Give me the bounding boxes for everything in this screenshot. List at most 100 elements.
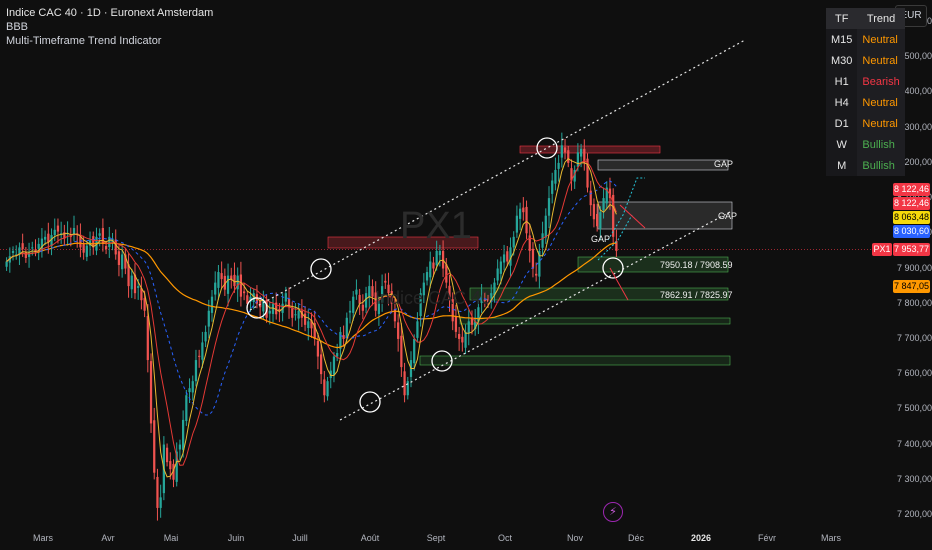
candle <box>79 236 82 248</box>
candle <box>294 314 297 316</box>
candle <box>50 235 53 247</box>
candle <box>422 282 425 296</box>
candle <box>345 317 348 338</box>
candle <box>320 354 323 375</box>
indicator-mtf-trend[interactable]: Multi-Timeframe Trend Indicator <box>6 35 162 47</box>
gap-label-3: GAP <box>591 234 611 244</box>
trend-table: TF Trend M15 Neutral M30 Neutral H1 Bearish H4… <box>826 8 905 176</box>
candle <box>531 248 535 269</box>
y-tick-label: 7 500,00 <box>897 403 932 414</box>
candle <box>329 370 332 379</box>
candle <box>368 286 371 298</box>
candlestick-series <box>5 132 618 521</box>
x-tick-label: Juin <box>227 533 245 543</box>
level-label-2: 7862.91 / 7825.97 <box>660 290 733 300</box>
projection-up-arrow-2 <box>597 214 633 261</box>
candle <box>194 360 198 382</box>
candle <box>432 262 435 269</box>
candle <box>188 388 191 393</box>
candle <box>454 316 458 332</box>
gap-zone-2 <box>597 201 733 230</box>
candle <box>615 241 618 251</box>
candle <box>387 284 390 294</box>
candle <box>63 232 66 239</box>
px1-label: PX1 <box>872 242 892 256</box>
candle <box>191 381 194 393</box>
candle <box>275 302 278 315</box>
upper-channel-line[interactable] <box>249 39 746 311</box>
candle <box>137 286 140 288</box>
candle <box>172 463 175 480</box>
candle <box>506 251 509 262</box>
candle <box>326 381 329 397</box>
x-tick-label: Juill <box>292 533 308 543</box>
candle <box>579 148 583 157</box>
trend-status: Bearish <box>862 75 900 88</box>
y-tick-label: 8 100,00 <box>897 192 932 202</box>
candle <box>586 158 589 188</box>
candle <box>509 247 512 266</box>
symbol-title[interactable]: Indice CAC 40 · 1D · Euronext Amsterdam <box>6 7 214 19</box>
candle <box>560 145 563 158</box>
candle <box>246 295 249 304</box>
y-tick-label: 7 300,00 <box>897 473 932 484</box>
trend-table-header-tf: TF <box>826 8 858 29</box>
x-tick-label: Août <box>360 533 380 543</box>
candle <box>207 310 210 327</box>
candle <box>233 274 236 287</box>
price-tag: 8 122,46 <box>893 197 930 211</box>
candle <box>18 247 21 255</box>
lightning-icon[interactable]: ⚡ <box>603 502 623 522</box>
candle <box>236 275 239 290</box>
candle <box>599 212 602 229</box>
candle <box>364 293 368 308</box>
candle <box>425 272 429 281</box>
candle <box>583 148 586 163</box>
candle <box>239 274 243 297</box>
candle <box>403 371 406 396</box>
candle <box>435 250 438 266</box>
candle <box>380 286 384 303</box>
resistance-zone <box>327 236 479 249</box>
candle <box>496 268 499 281</box>
projection-down-arrow-2 <box>619 204 646 229</box>
trend-row-m15: M15 Neutral <box>826 29 905 50</box>
touch-point-circle <box>246 297 268 319</box>
candle <box>339 331 342 349</box>
candle <box>464 331 467 348</box>
indicator-bbb[interactable]: BBB <box>6 21 29 33</box>
touch-point-circle <box>359 391 381 413</box>
trend-status: Bullish <box>862 138 895 151</box>
candle <box>175 451 178 482</box>
candle <box>608 188 612 199</box>
lower-channel-line[interactable] <box>339 211 731 421</box>
trend-tf: W <box>826 134 858 155</box>
candle <box>419 293 422 317</box>
candle <box>406 381 409 396</box>
price-tag: 8 063,48 <box>893 211 930 225</box>
candle <box>522 207 525 213</box>
trend-status: Neutral <box>862 96 898 109</box>
candle <box>567 150 570 163</box>
candle <box>538 250 541 277</box>
candle <box>342 335 345 339</box>
candle <box>377 303 381 314</box>
support-zone-4 <box>419 355 731 366</box>
candle <box>201 342 204 360</box>
candle <box>34 249 37 251</box>
trend-status: Neutral <box>862 33 898 46</box>
candle <box>53 229 56 236</box>
candle <box>114 239 117 255</box>
candle <box>438 250 442 256</box>
candle <box>483 299 486 301</box>
trend-row-h1: H1 Bearish <box>826 71 905 92</box>
ma-red-line <box>6 160 617 466</box>
candle <box>445 264 448 283</box>
candle <box>291 308 294 318</box>
candle <box>557 162 560 169</box>
price-tag: 7 953,77 <box>893 242 930 256</box>
candle <box>214 282 217 295</box>
y-tick-label: 8 500,00 <box>897 51 932 62</box>
candle <box>573 169 576 182</box>
